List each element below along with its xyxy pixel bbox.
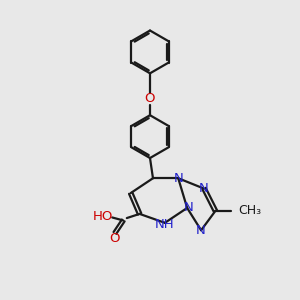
Text: CH₃: CH₃	[238, 204, 261, 218]
Text: NH: NH	[155, 218, 175, 231]
Text: O: O	[145, 92, 155, 105]
Text: N: N	[173, 172, 183, 185]
Text: N: N	[184, 202, 194, 214]
Text: N: N	[199, 182, 209, 195]
Text: O: O	[110, 232, 120, 245]
Text: HO: HO	[93, 210, 113, 224]
Text: N: N	[196, 224, 206, 237]
